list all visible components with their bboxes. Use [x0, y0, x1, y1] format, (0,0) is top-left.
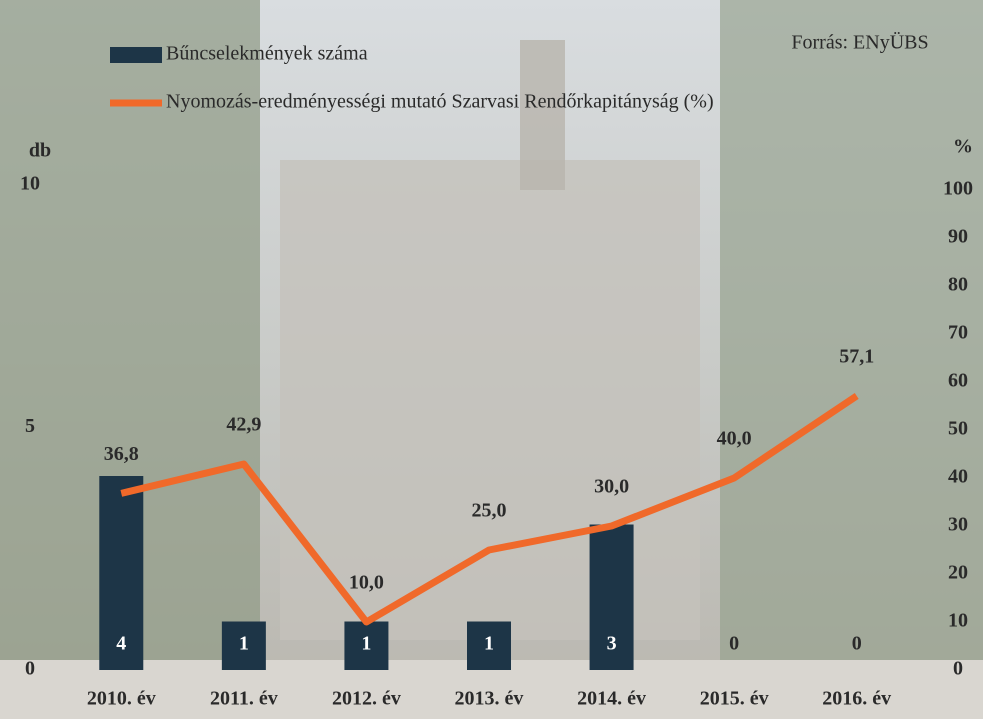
y-tick-label: 10: [20, 173, 40, 195]
x-tick-label: 2010. év: [87, 688, 156, 710]
line: [120, 393, 859, 626]
bar: [467, 621, 511, 670]
x-tick-label: 2013. év: [455, 688, 524, 710]
y2-axis-label: %: [953, 136, 973, 158]
bar-value-label: 0: [729, 633, 739, 655]
y2-tick-label: 50: [948, 418, 968, 440]
legend-label: Bűncselekmények száma: [166, 43, 368, 65]
line-value-label: 36,8: [104, 443, 139, 465]
bar-value-label: 3: [607, 633, 617, 655]
y2-tick-label: 40: [948, 466, 968, 488]
y2-tick-label: 90: [948, 226, 968, 248]
bar-value-label: 0: [852, 633, 862, 655]
line-value-label: 10,0: [349, 572, 384, 594]
bar: [589, 524, 634, 670]
line-value-label: 25,0: [472, 500, 507, 522]
line-value-label: 57,1: [839, 346, 874, 368]
legend-label: Nyomozás-eredményességi mutató Szarvasi …: [166, 91, 714, 113]
bar-value-label: 1: [484, 633, 494, 655]
bar-value-label: 1: [361, 633, 371, 655]
bar: [99, 476, 144, 670]
y-axis-label: db: [29, 140, 51, 162]
tree-right: [720, 0, 983, 719]
x-tick-label: 2016. év: [822, 688, 891, 710]
x-tick-label: 2014. év: [577, 688, 646, 710]
line-value-label: 40,0: [717, 428, 752, 450]
y2-tick-label: 10: [948, 610, 968, 632]
bar-value-label: 1: [239, 633, 249, 655]
bar-value-label: 4: [116, 633, 126, 655]
y2-tick-label: 70: [948, 322, 968, 344]
y2-tick-label: 30: [948, 514, 968, 536]
y2-tick-label: 0: [953, 658, 963, 680]
y2-tick-label: 60: [948, 370, 968, 392]
x-tick-label: 2015. év: [700, 688, 769, 710]
bar: [344, 621, 389, 670]
line-value-label: 42,9: [226, 414, 261, 436]
y-tick-label: 0: [25, 658, 35, 680]
y2-tick-label: 80: [948, 274, 968, 296]
y-tick-label: 5: [25, 415, 35, 437]
bar: [221, 621, 266, 670]
chimney: [520, 40, 565, 190]
building: [280, 160, 700, 640]
source: Forrás: ENyÜBS: [791, 31, 928, 54]
y2-tick-label: 100: [943, 178, 973, 200]
line-value-label: 30,0: [594, 476, 629, 498]
legend-swatch: [110, 47, 162, 63]
y2-tick-label: 20: [948, 562, 968, 584]
x-tick-label: 2011. év: [210, 688, 278, 710]
x-tick-label: 2012. év: [332, 688, 401, 710]
